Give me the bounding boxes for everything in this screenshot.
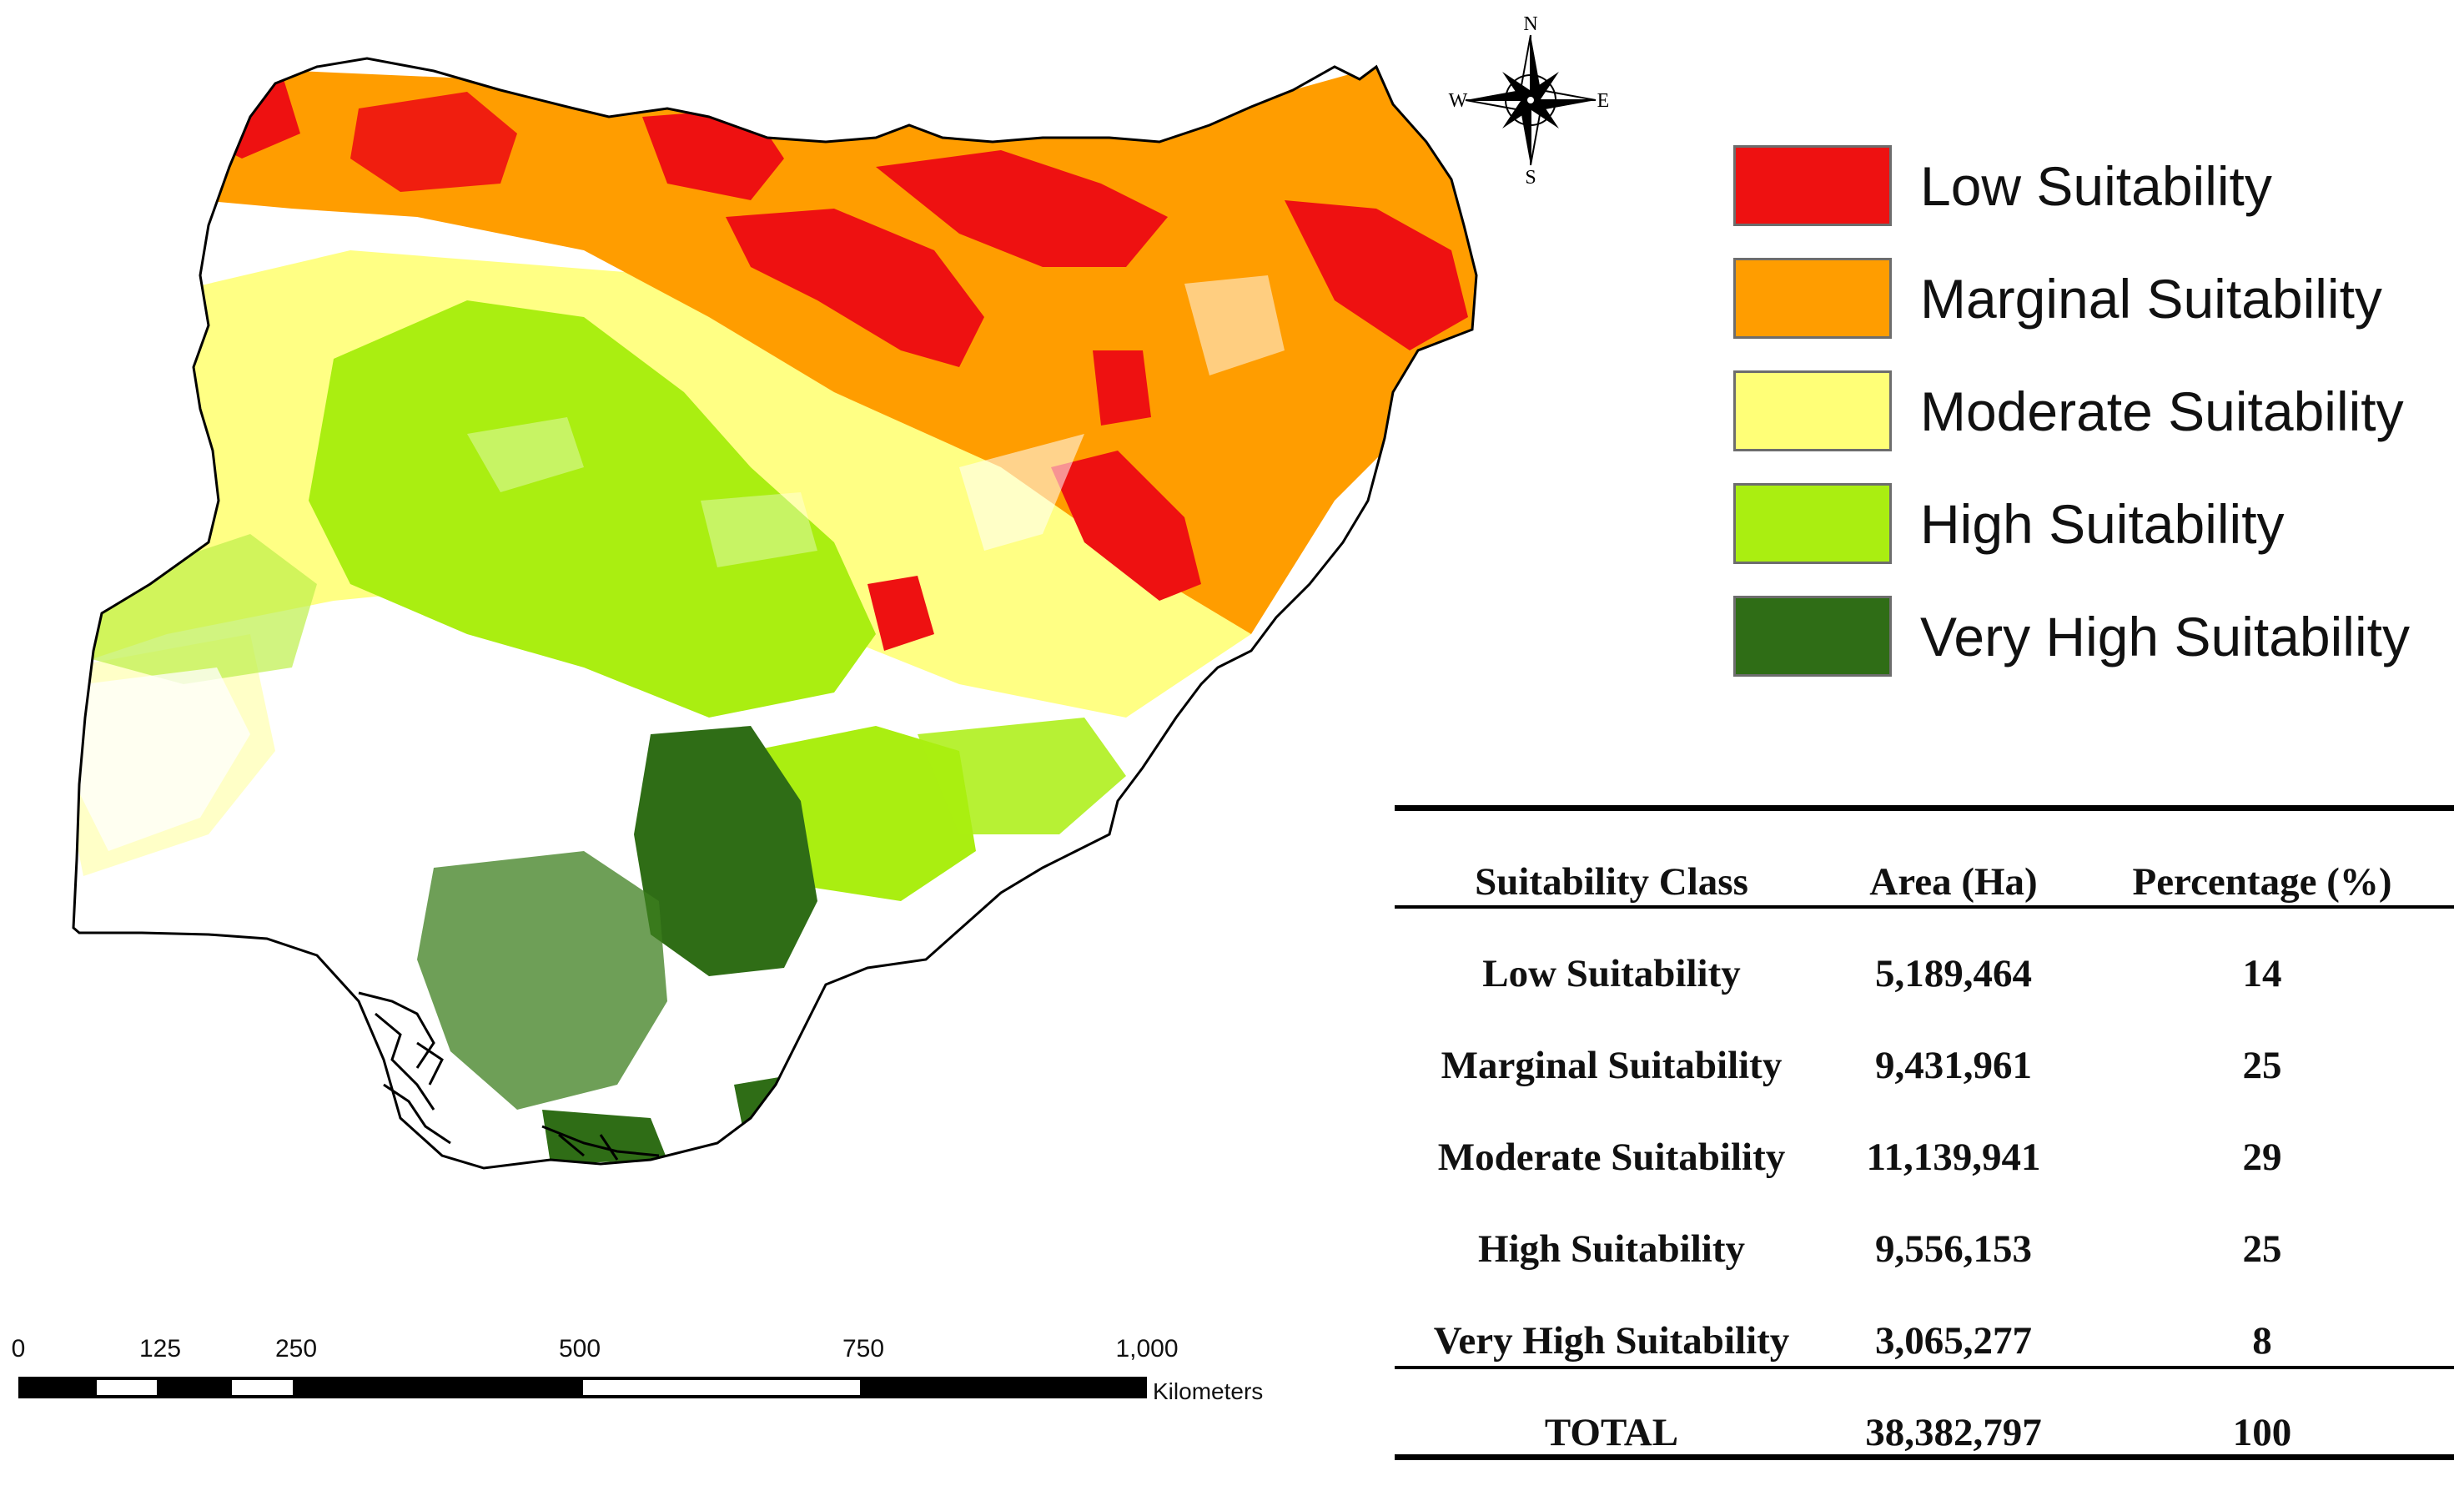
row-area: 9,431,961: [1875, 1044, 2032, 1087]
row-area: 5,189,464: [1875, 952, 2032, 995]
row-class: High Suitability: [1478, 1227, 1745, 1271]
legend-swatch-very-high: [1733, 596, 1892, 677]
legend-label-marginal: Marginal Suitability: [1920, 267, 2382, 330]
row-percentage: 25: [2242, 1044, 2282, 1087]
delta-waterways: [358, 991, 660, 1161]
scale-segment: [160, 1377, 229, 1398]
scale-tick-label: 250: [274, 1335, 318, 1363]
row-class: Marginal Suitability: [1441, 1044, 1783, 1087]
suitability-zones: [73, 67, 1476, 1164]
table-header-rule: [1395, 905, 2454, 909]
legend-label-low: Low Suitability: [1920, 154, 2272, 217]
scale-tick-label: 1,000: [1115, 1335, 1179, 1363]
scale-tick-label: 500: [558, 1335, 601, 1363]
compass-south-label: S: [1525, 167, 1536, 188]
nigeria-map-graphic: [72, 57, 1478, 1170]
table-bottom-rule: [1395, 1454, 2454, 1460]
legend-swatch-high: [1733, 483, 1892, 564]
map-legend: Low Suitability Marginal Suitability Mod…: [1733, 144, 2410, 707]
compass-east-label: E: [1597, 90, 1610, 112]
table-header-row: Suitability Class Area (Ha) Percentage (…: [1395, 849, 2454, 915]
total-label: TOTAL: [1544, 1411, 1679, 1454]
legend-swatch-marginal: [1733, 258, 1892, 339]
scale-tick-label: 0: [11, 1335, 26, 1363]
table-total-rule: [1395, 1366, 2454, 1369]
row-class: Low Suitability: [1482, 952, 1741, 995]
header-suitability-class: Suitability Class: [1475, 860, 1748, 904]
scale-tick-label: 750: [842, 1335, 885, 1363]
row-class: Moderate Suitability: [1437, 1136, 1786, 1179]
scale-segment: [580, 1377, 863, 1398]
row-area: 3,065,277: [1875, 1319, 2032, 1363]
scale-segment: [229, 1377, 296, 1398]
legend-swatch-low: [1733, 145, 1892, 226]
scale-segment: [863, 1377, 1147, 1398]
row-percentage: 14: [2242, 952, 2282, 995]
table-top-rule: [1395, 805, 2454, 811]
table-total-row: TOTAL 38,382,797 100: [1395, 1399, 2454, 1466]
legend-item-low: Low Suitability: [1733, 144, 2410, 228]
suitability-map: [72, 57, 1478, 1170]
country-boundary: [72, 57, 1478, 1170]
row-percentage: 29: [2242, 1136, 2282, 1179]
table-row: Marginal Suitability 9,431,961 25: [1395, 1032, 2454, 1099]
row-area: 9,556,153: [1875, 1227, 2032, 1271]
row-class: Very High Suitability: [1433, 1319, 1790, 1363]
scale-tick-label: 125: [138, 1335, 182, 1363]
scale-segment: [18, 1377, 93, 1398]
table-row: Moderate Suitability 11,139,941 29: [1395, 1124, 2454, 1191]
compass-rose-icon: N S E W: [1449, 13, 1610, 189]
table-row: Very High Suitability 3,065,277 8: [1395, 1307, 2454, 1374]
legend-swatch-moderate: [1733, 370, 1892, 451]
compass-north-label: N: [1523, 13, 1537, 35]
legend-item-high: High Suitability: [1733, 481, 2410, 566]
scale-segment: [296, 1377, 580, 1398]
total-area: 38,382,797: [1865, 1411, 2042, 1454]
legend-item-marginal: Marginal Suitability: [1733, 256, 2410, 340]
total-percentage: 100: [2232, 1411, 2292, 1454]
table-row: High Suitability 9,556,153 25: [1395, 1216, 2454, 1282]
scale-bar: 0 125 250 500 750 1,000 Kilometers: [0, 1335, 1335, 1410]
row-area: 11,139,941: [1866, 1136, 2041, 1179]
scale-unit-label: Kilometers: [1153, 1378, 1264, 1404]
legend-item-moderate: Moderate Suitability: [1733, 369, 2410, 453]
row-percentage: 8: [2252, 1319, 2272, 1363]
scale-segment: [93, 1377, 160, 1398]
legend-label-high: High Suitability: [1920, 492, 2285, 555]
row-percentage: 25: [2242, 1227, 2282, 1271]
compass-west-label: W: [1449, 90, 1468, 112]
legend-label-moderate: Moderate Suitability: [1920, 380, 2404, 442]
header-area: Area (Ha): [1869, 860, 2038, 904]
north-arrow-compass: N S E W: [1431, 8, 1614, 189]
legend-item-very-high: Very High Suitability: [1733, 594, 2410, 678]
legend-label-very-high: Very High Suitability: [1920, 605, 2410, 667]
table-row: Low Suitability 5,189,464 14: [1395, 940, 2454, 1007]
header-percentage: Percentage (%): [2132, 860, 2392, 904]
